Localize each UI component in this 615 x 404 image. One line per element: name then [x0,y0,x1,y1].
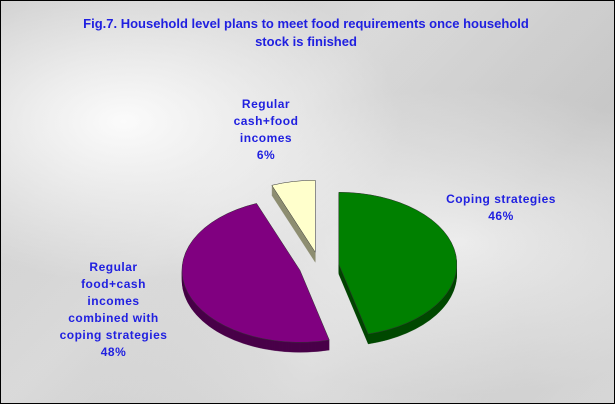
slice [271,179,316,254]
category-label: Coping strategies [446,192,556,206]
category-label: Regular food+cash incomes combined with … [59,260,168,342]
value-label: 46% [488,209,514,223]
data-label: Coping strategies 46% [446,191,556,225]
category-label: Regular cash+food incomes [233,97,299,145]
data-label: Regular cash+food incomes 6% [216,96,316,164]
value-label: 6% [256,148,276,162]
data-label: Regular food+cash incomes combined with … [56,259,171,361]
slice [181,203,330,343]
value-label: 48% [100,345,127,359]
slice [338,191,458,335]
chart-title: Fig.7. Household level plans to meet foo… [83,16,529,49]
